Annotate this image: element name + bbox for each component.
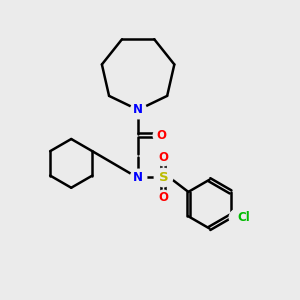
Text: Cl: Cl [237, 211, 250, 224]
Text: O: O [158, 191, 168, 204]
Text: O: O [158, 151, 168, 164]
Text: N: N [133, 171, 143, 184]
Text: S: S [159, 171, 168, 184]
Text: N: N [133, 103, 143, 116]
Text: O: O [156, 129, 166, 142]
